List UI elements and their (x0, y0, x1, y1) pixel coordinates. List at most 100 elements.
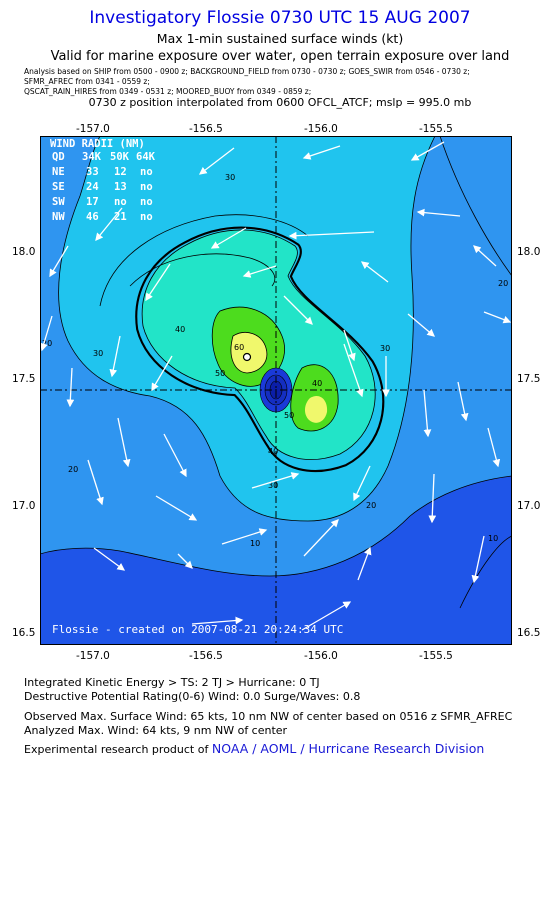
lon-tick-top: -156.5 (189, 123, 223, 135)
wind-arrow (487, 427, 501, 468)
contour-label: 50 (284, 411, 294, 420)
wind-arrow (93, 547, 126, 571)
contour-label: 20 (68, 465, 78, 474)
wind-arrow (145, 263, 171, 302)
contour-label: 40 (268, 447, 278, 456)
product-credit: Experimental research product of NOAA / … (24, 741, 484, 756)
wind-arrow (302, 145, 341, 160)
wind-arrow (109, 335, 121, 378)
contour-label: 40 (312, 379, 322, 388)
subtitle-wind-type: Max 1-min sustained surface winds (kt) (156, 31, 404, 46)
analysis-sources-line3: QSCAT_RAIN_HIRES from 0349 - 0531 z; MOO… (24, 87, 312, 96)
wind-radii-header-34k: 34K (82, 151, 102, 163)
wind-radii-34k: 24 (86, 181, 99, 193)
wind-radii-64k: no (140, 211, 153, 223)
wind-radii-50k: no (114, 196, 127, 208)
lat-tick-right: 17.0 (517, 500, 541, 512)
contour-lines (40, 136, 512, 609)
contour-label: 20 (366, 501, 376, 510)
analysis-sources-line2: SFMR_AFREC from 0341 - 0559 z; (24, 77, 150, 86)
contour-label: 30 (268, 481, 278, 490)
wind-arrow (221, 528, 268, 545)
wind-arrow (198, 147, 235, 175)
wind-radii-quadrant: NE (52, 166, 65, 178)
product-credit-prefix: Experimental research product of (24, 743, 212, 756)
wind-arrow (343, 329, 356, 362)
wind-vectors (40, 141, 512, 631)
wind-arrow (471, 535, 485, 584)
wind-arrow (191, 616, 244, 625)
wind-arrow (301, 601, 352, 631)
position-note: 0730 z position interpolated from 0600 O… (88, 96, 472, 109)
wind-arrow (66, 367, 75, 408)
credit-line: Flossie - created on 2007-08-21 20:24:34… (52, 623, 343, 636)
contour-label: 40 (175, 325, 185, 334)
lat-tick-right: 17.5 (517, 373, 541, 385)
wind-radii-64k: no (140, 181, 153, 193)
wind-arrow (210, 227, 247, 249)
wind-arrow (357, 546, 372, 581)
wind-arrow (95, 207, 123, 242)
map-frame (40, 136, 512, 645)
wind-arrow (353, 465, 371, 502)
wind-band-60 (230, 332, 267, 373)
wind-radii-64k: no (140, 166, 153, 178)
lat-tick-left: 18.0 (12, 246, 36, 258)
wind-radii-table: WIND RADII (NM) QD 34K 50K 64K NE 33 12 … (50, 138, 156, 223)
wind-band-60-se (304, 395, 328, 423)
wind-arrow (242, 265, 277, 278)
lon-tick-bottom: -156.5 (189, 650, 223, 662)
lon-tick-bottom: -156.0 (304, 650, 338, 662)
contour-label: 10 (488, 534, 498, 543)
dpr-line: Destructive Potential Rating(0-6) Wind: … (24, 690, 361, 703)
wind-arrow (303, 519, 339, 557)
wind-radii-title: WIND RADII (NM) (50, 138, 145, 150)
wind-radii-header-64k: 64K (136, 151, 156, 163)
wind-arrow (283, 295, 313, 325)
lat-tick-left: 17.0 (12, 500, 36, 512)
wind-arrow (40, 315, 53, 352)
wind-arrow (473, 245, 497, 267)
lat-tick-right: 16.5 (517, 627, 541, 639)
wind-field-map: 30 40 50 60 50 40 30 20 20 30 20 10 20 1… (40, 136, 512, 645)
wind-arrow (423, 389, 432, 438)
wind-arrow (87, 459, 104, 506)
lon-tick-top: -155.5 (419, 123, 453, 135)
wind-arrow (155, 495, 198, 521)
wind-arrow (416, 208, 461, 217)
contour-label: 60 (234, 343, 244, 352)
wind-arrow (163, 433, 187, 478)
wind-radii-50k: 12 (114, 166, 127, 178)
wind-arrow (343, 343, 364, 398)
wind-arrow (428, 473, 437, 524)
wind-radii-header-qd: QD (52, 151, 65, 163)
wind-contour-plot: 30 40 50 60 50 40 30 20 20 30 20 10 20 1… (40, 136, 512, 645)
wind-radii-50k: 13 (114, 181, 127, 193)
wind-arrow (151, 355, 173, 392)
wind-arrow (360, 261, 389, 283)
max-wind-marker (242, 352, 252, 362)
wind-radii-quadrant: SE (52, 181, 65, 193)
wind-arrow (410, 141, 445, 161)
lat-tick-left: 16.5 (12, 627, 36, 639)
wind-radii-header-50k: 50K (110, 151, 130, 163)
wind-radii-50k: 21 (114, 211, 127, 223)
lon-tick-bottom: -157.0 (76, 650, 110, 662)
wind-radii-quadrant: SW (52, 196, 65, 208)
lat-tick-right: 18.0 (517, 246, 541, 258)
hrd-link[interactable]: NOAA / AOML / Hurricane Research Divisio… (211, 741, 485, 756)
wind-arrow (407, 313, 435, 337)
wind-arrow (117, 417, 131, 468)
map-title: Investigatory Flossie 0730 UTC 15 AUG 20… (89, 8, 471, 28)
analysis-sources-line1: Analysis based on SHIP from 0500 - 0900 … (24, 67, 470, 76)
ike-line: Integrated Kinetic Energy > TS: 2 TJ > H… (24, 676, 320, 689)
wind-radii-quadrant: NW (52, 211, 65, 223)
wind-radii-34k: 17 (86, 196, 99, 208)
contour-label: 30 (93, 349, 103, 358)
lat-tick-left: 17.5 (12, 373, 36, 385)
wind-arrow (457, 381, 469, 422)
contour-label: 30 (380, 344, 390, 353)
contour-label: 10 (250, 539, 260, 548)
wind-arrow (483, 311, 512, 324)
wind-radii-34k: 33 (86, 166, 99, 178)
